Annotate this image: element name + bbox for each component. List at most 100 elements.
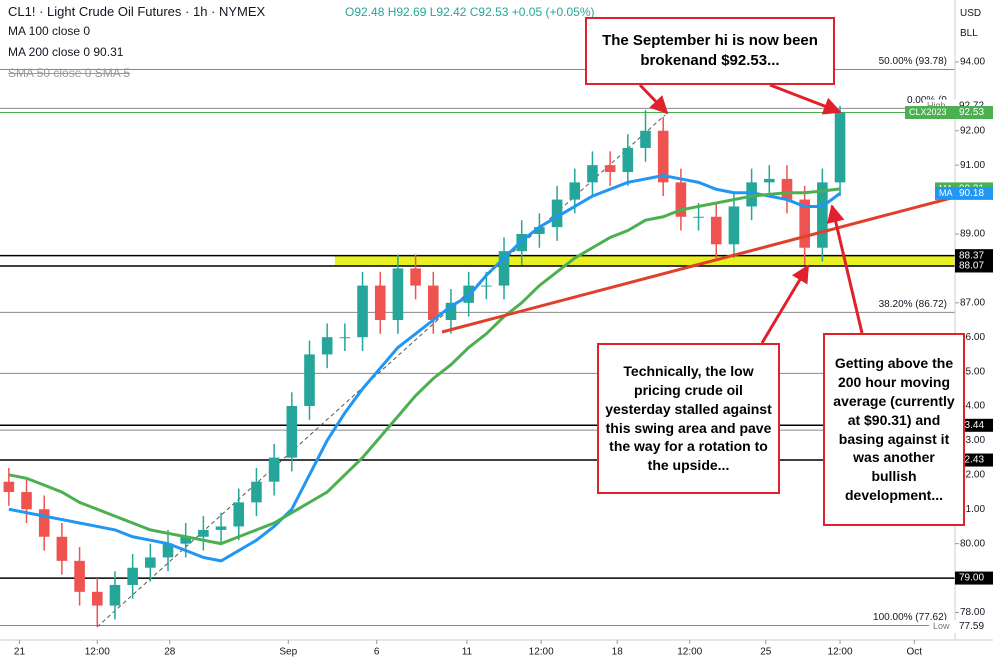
price-tag <box>929 620 955 634</box>
x-tick-label: 12:00 <box>828 647 853 658</box>
candle-body <box>551 199 563 228</box>
y-tick-label: 78.00 <box>960 607 985 618</box>
candle-body <box>693 216 704 218</box>
x-tick-label: Oct <box>907 647 923 658</box>
price-badge-label: 92.53 <box>959 107 984 118</box>
price-badge <box>955 106 993 120</box>
y-tick-label: 91.00 <box>960 160 985 171</box>
candle-body <box>710 216 722 245</box>
symbol: CL1! · Light Crude Oil Futures · 1h · NY… <box>8 4 266 19</box>
candle-body <box>799 199 810 248</box>
y-tick-label: 85.00 <box>960 366 985 377</box>
price-tag-label: CLX2023 <box>909 107 947 117</box>
x-tick-label: 12:00 <box>529 647 554 658</box>
price-badge-label: 83.44 <box>959 420 984 431</box>
candle-body <box>304 354 315 407</box>
y-tick-label: 94.00 <box>960 57 985 68</box>
y-tick-label: 87.00 <box>960 297 985 308</box>
price-badge-label: 77.59 <box>959 621 984 632</box>
candle-body <box>657 130 669 183</box>
indicator: MA 100 close 0 <box>8 24 91 38</box>
candle-body <box>127 567 138 585</box>
candle-body <box>56 536 68 561</box>
candle-body <box>764 178 775 183</box>
candle-body <box>109 584 121 606</box>
candle-body <box>481 285 492 287</box>
candle-body <box>180 536 191 544</box>
support-zone <box>334 255 956 266</box>
candle-body <box>3 481 15 493</box>
candle-body <box>268 457 280 482</box>
annotation: Technically, the low pricing crude oil y… <box>597 343 780 494</box>
y-tick-label: 89.00 <box>960 229 985 240</box>
price-tag <box>935 186 955 200</box>
price-tag <box>905 106 955 120</box>
candle-body <box>817 182 828 248</box>
candle-body <box>834 112 846 183</box>
candle-body <box>534 227 545 234</box>
y-tick-label: 82.00 <box>960 469 985 480</box>
y-tick-label: 83.00 <box>960 435 985 446</box>
price-badge <box>955 571 993 585</box>
y-tick-label: 84.00 <box>960 401 985 412</box>
candle-body <box>604 165 616 173</box>
annotation: Getting above the 200 hour moving averag… <box>823 333 965 526</box>
indicator: SMA 50 close 0 SMA 5 <box>8 66 131 80</box>
level-label: 100.00% (77.62) <box>873 612 947 623</box>
x-tick-label: 12:00 <box>85 647 110 658</box>
candle-body <box>728 206 740 245</box>
price-badge-label: 82.43 <box>959 455 984 466</box>
price-tag-label: MA <box>939 188 953 198</box>
moving-average <box>8 173 841 563</box>
candle-body <box>321 337 333 355</box>
price-badge <box>955 249 993 263</box>
x-tick-label: Sep <box>279 647 297 658</box>
candle-body <box>339 337 351 339</box>
x-tick-label: 21 <box>14 647 26 658</box>
price-badge <box>955 259 993 273</box>
candle-body <box>427 285 439 320</box>
candle-body <box>215 526 227 530</box>
price-badge-label: 90.18 <box>959 188 984 199</box>
candle-body <box>746 182 757 207</box>
price-tag-label: High <box>927 100 946 110</box>
x-tick-label: 28 <box>164 647 176 658</box>
candle-body <box>198 529 209 537</box>
candle-body <box>622 147 634 173</box>
y-tick-label: 80.00 <box>960 538 985 549</box>
level-label: 50.00% (93.78) <box>879 56 947 67</box>
candle-body <box>286 406 298 458</box>
candle-body <box>445 302 457 320</box>
fib-line <box>96 114 666 628</box>
candle-body <box>569 182 581 200</box>
price-tag-label: Low <box>933 621 950 631</box>
candle-body <box>675 182 687 217</box>
candle-body <box>38 509 50 537</box>
unit: BLL <box>960 28 978 39</box>
candle-body <box>498 251 510 286</box>
x-tick-label: 18 <box>612 647 624 658</box>
price-badge <box>955 186 993 200</box>
candle-body <box>357 285 368 338</box>
candle-body <box>21 492 32 510</box>
candle-body <box>251 481 262 503</box>
candle-body <box>640 130 651 148</box>
y-tick-label: 92.00 <box>960 125 985 136</box>
candle-body <box>233 502 245 527</box>
candle-body <box>781 178 793 200</box>
currency: USD <box>960 8 982 19</box>
ohlc: O92.48 H92.69 L92.42 C92.53 +0.05 (+0.05… <box>345 5 595 19</box>
candle-body <box>410 268 421 286</box>
price-badge-label: 88.37 <box>959 250 984 261</box>
candle-body <box>91 591 103 606</box>
price-badge <box>955 620 993 634</box>
y-tick-label: 86.00 <box>960 332 985 343</box>
candle-body <box>587 165 598 183</box>
candle-body <box>392 268 404 320</box>
x-tick-label: 11 <box>462 647 473 658</box>
x-tick-label: 6 <box>374 647 380 658</box>
candle-body <box>74 560 85 592</box>
candle-body <box>162 543 174 558</box>
y-tick-label: 81.00 <box>960 504 985 515</box>
